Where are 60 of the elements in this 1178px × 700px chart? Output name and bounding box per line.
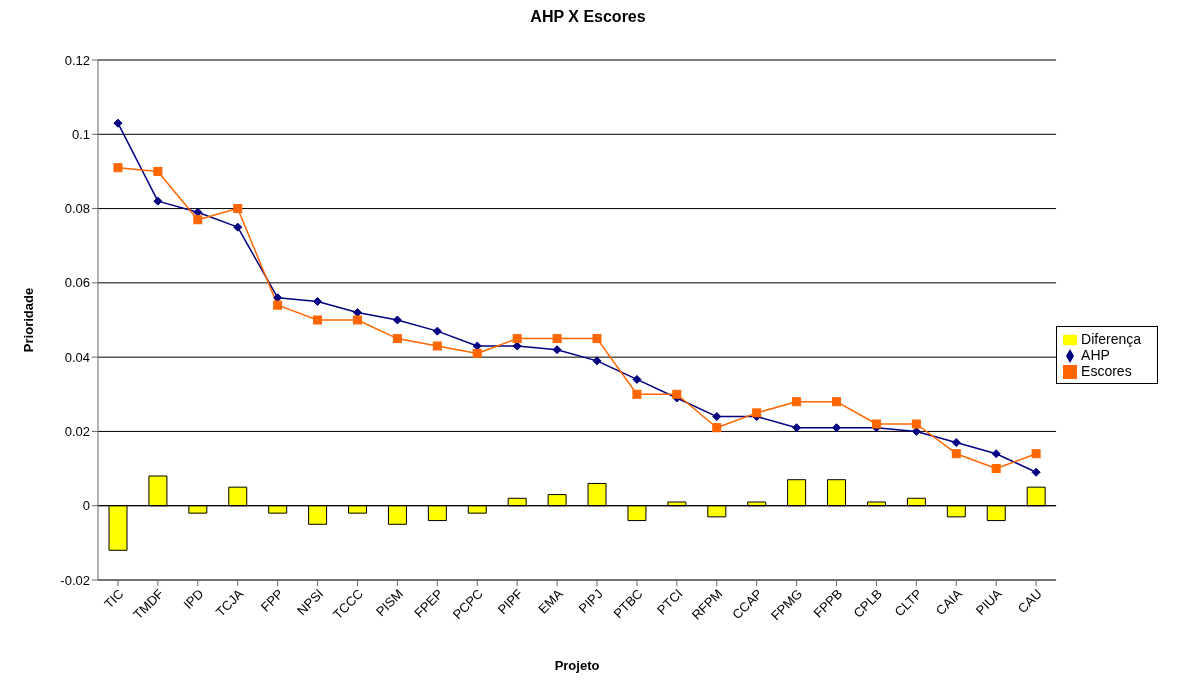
- point: [233, 204, 243, 214]
- point: [552, 334, 562, 344]
- point: [313, 296, 323, 306]
- y-tick-label: 0.02: [64, 424, 90, 440]
- point: [712, 423, 722, 433]
- point: [672, 389, 682, 399]
- point: [113, 163, 123, 173]
- point: [832, 423, 842, 433]
- point: [792, 423, 802, 433]
- point: [313, 315, 323, 325]
- point: [1031, 467, 1041, 477]
- point: [153, 166, 163, 176]
- point: [792, 397, 802, 407]
- point: [392, 315, 402, 325]
- x-axis-title: Projeto: [554, 658, 600, 673]
- legend-label: AHP: [1081, 346, 1110, 363]
- point: [273, 300, 283, 310]
- point: [1031, 449, 1041, 459]
- point: [472, 341, 482, 351]
- point: [193, 215, 203, 225]
- x-tick-label: TIC: [101, 586, 127, 612]
- point: [432, 341, 442, 351]
- point: [592, 334, 602, 344]
- point: [991, 449, 1001, 459]
- point: [113, 118, 123, 128]
- legend-label: Escores: [1081, 363, 1132, 380]
- point: [632, 374, 642, 384]
- point: [512, 334, 522, 344]
- point: [951, 438, 961, 448]
- point: [991, 464, 1001, 474]
- y-tick-label: 0.1: [71, 126, 90, 142]
- point: [512, 341, 522, 351]
- point: [592, 356, 602, 366]
- y-tick-label: -0.02: [60, 572, 90, 588]
- y-tick-label: 0: [82, 498, 90, 514]
- y-axis-title: Prioridade: [20, 287, 36, 353]
- point: [352, 315, 362, 325]
- y-tick-label: 0.06: [64, 275, 90, 291]
- point: [392, 334, 402, 344]
- x-tick-label: IPD: [180, 586, 207, 612]
- chart-title: AHP X Escores: [529, 8, 647, 26]
- point: [153, 196, 163, 206]
- point: [233, 222, 243, 232]
- point: [273, 293, 283, 303]
- y-tick-label: 0.12: [64, 52, 90, 68]
- point: [712, 412, 722, 422]
- y-tick-label: 0.04: [64, 349, 90, 365]
- point: [552, 345, 562, 355]
- point: [951, 449, 961, 459]
- point: [832, 397, 842, 407]
- point: [632, 389, 642, 399]
- point: [472, 348, 482, 358]
- x-tick-label: FPP: [257, 586, 287, 615]
- point: [432, 326, 442, 336]
- point: [752, 408, 762, 418]
- legend-label: Diferença: [1081, 330, 1141, 347]
- point: [193, 207, 203, 217]
- y-tick-label: 0.08: [64, 201, 90, 217]
- point: [871, 419, 881, 429]
- point: [911, 419, 921, 429]
